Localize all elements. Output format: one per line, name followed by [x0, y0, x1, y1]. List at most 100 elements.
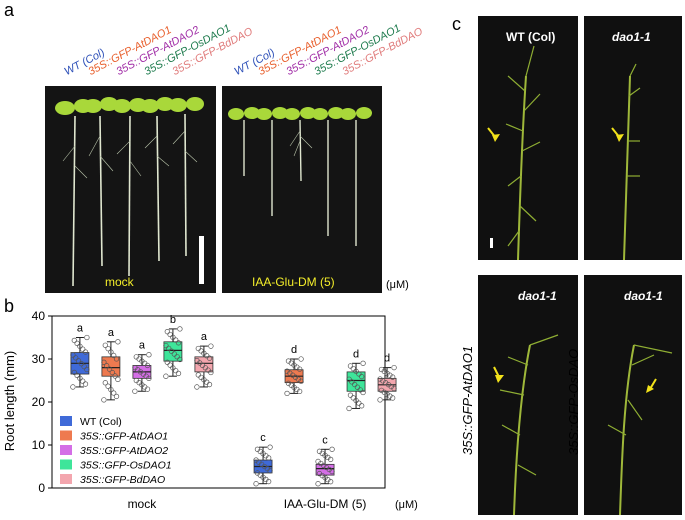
legend-label: 35S::GFP-AtDAO1: [80, 431, 168, 443]
data-point: [177, 326, 183, 332]
data-point: [387, 372, 393, 378]
data-point: [133, 377, 139, 384]
data-point: [70, 352, 76, 358]
iaa-seedling-photo: IAA-Glu-DM (5): [222, 86, 382, 293]
data-point: [378, 387, 385, 394]
data-point: [80, 346, 86, 352]
legend-swatch: [60, 416, 72, 426]
data-point: [315, 458, 321, 465]
data-point: [384, 370, 390, 376]
panel-c-letter: c: [452, 14, 461, 34]
data-point: [194, 384, 200, 390]
y-tick-label: 30: [32, 352, 46, 366]
data-point: [146, 352, 152, 358]
data-point: [113, 393, 120, 400]
data-point: [284, 390, 290, 397]
mock-seedlings-image: [55, 97, 204, 287]
wt-plant-image: [487, 45, 541, 261]
data-point: [385, 382, 392, 388]
significance-letter: a: [108, 327, 115, 339]
data-point: [102, 342, 108, 348]
data-point: [106, 366, 113, 372]
data-point: [254, 446, 261, 452]
side-label-osdao: 35S::GFP-OsDAO: [566, 348, 581, 455]
dao1-osdao-photo: dao1-1: [584, 275, 682, 516]
significance-letter: c: [322, 434, 328, 446]
data-point: [173, 337, 179, 343]
y-tick-label: 10: [32, 438, 46, 452]
iaa-condition-label: IAA-Glu-DM (5): [252, 275, 335, 289]
data-point: [175, 370, 182, 377]
data-point: [73, 355, 79, 361]
panel-b-letter: b: [4, 296, 15, 316]
data-point: [81, 363, 87, 370]
data-point: [111, 390, 117, 396]
data-point: [84, 366, 90, 373]
data-point: [75, 358, 82, 364]
dao1-inflorescence-photo: dao1-1: [584, 16, 682, 261]
data-point: [71, 369, 77, 376]
data-point: [285, 358, 292, 364]
data-point: [284, 368, 290, 374]
data-point: [74, 340, 80, 346]
data-point: [377, 376, 383, 382]
data-point: [195, 372, 201, 378]
significance-letter: d: [353, 348, 359, 360]
data-point: [285, 380, 292, 386]
dao1-atdao1-plant-image: [493, 334, 559, 516]
y-tick-label: 0: [38, 481, 45, 495]
data-point: [352, 381, 358, 388]
data-point: [381, 368, 387, 375]
data-point: [164, 329, 170, 335]
significance-letter: c: [260, 432, 266, 444]
box: [346, 371, 366, 392]
data-point: [253, 481, 259, 487]
legend-swatch: [60, 474, 72, 484]
data-point: [166, 345, 172, 352]
data-point: [346, 376, 352, 382]
data-point: [206, 381, 213, 388]
data-point: [101, 359, 107, 365]
data-point: [170, 334, 176, 340]
legend-swatch: [60, 445, 72, 455]
significance-letter: a: [77, 323, 84, 335]
data-point: [82, 381, 89, 387]
data-point: [198, 348, 204, 354]
data-point: [132, 388, 138, 394]
dao1-label-top: dao1-1: [612, 30, 651, 44]
dao1-plant-image: [611, 63, 641, 261]
data-point: [167, 331, 173, 338]
data-point: [378, 366, 385, 373]
y-tick-label: 40: [32, 309, 46, 323]
data-point: [346, 405, 352, 412]
data-point: [105, 345, 111, 352]
data-point: [390, 374, 396, 380]
data-point: [350, 395, 356, 401]
data-point: [71, 337, 77, 344]
side-label-atdao1: 35S::GFP-AtDAO1: [460, 345, 475, 455]
significance-letter: d: [384, 353, 390, 365]
legend-label: 35S::GFP-BdDAO: [80, 474, 165, 486]
data-point: [208, 343, 214, 349]
data-point: [78, 361, 84, 367]
y-axis-label: Root length (mm): [2, 351, 17, 451]
mock-seedling-photo: mock: [45, 86, 216, 293]
data-point: [102, 380, 108, 386]
data-point: [115, 376, 121, 383]
dao1-label-bottom-right: dao1-1: [624, 289, 663, 303]
data-point: [104, 363, 110, 369]
data-point: [349, 379, 355, 385]
data-point: [357, 387, 363, 393]
data-point: [133, 354, 139, 360]
data-point: [253, 457, 259, 463]
dao1-osdao-plant-image: [607, 344, 673, 516]
wt-label: WT (Col): [506, 30, 556, 44]
panel-a-unit-label: (μM): [386, 279, 409, 291]
iaa-seedlings-image: [228, 107, 372, 246]
data-point: [388, 383, 394, 390]
data-point: [204, 379, 210, 385]
data-point: [387, 393, 393, 399]
data-point: [377, 397, 383, 403]
chart-unit-label: (μM): [395, 499, 418, 511]
data-point: [383, 380, 389, 386]
